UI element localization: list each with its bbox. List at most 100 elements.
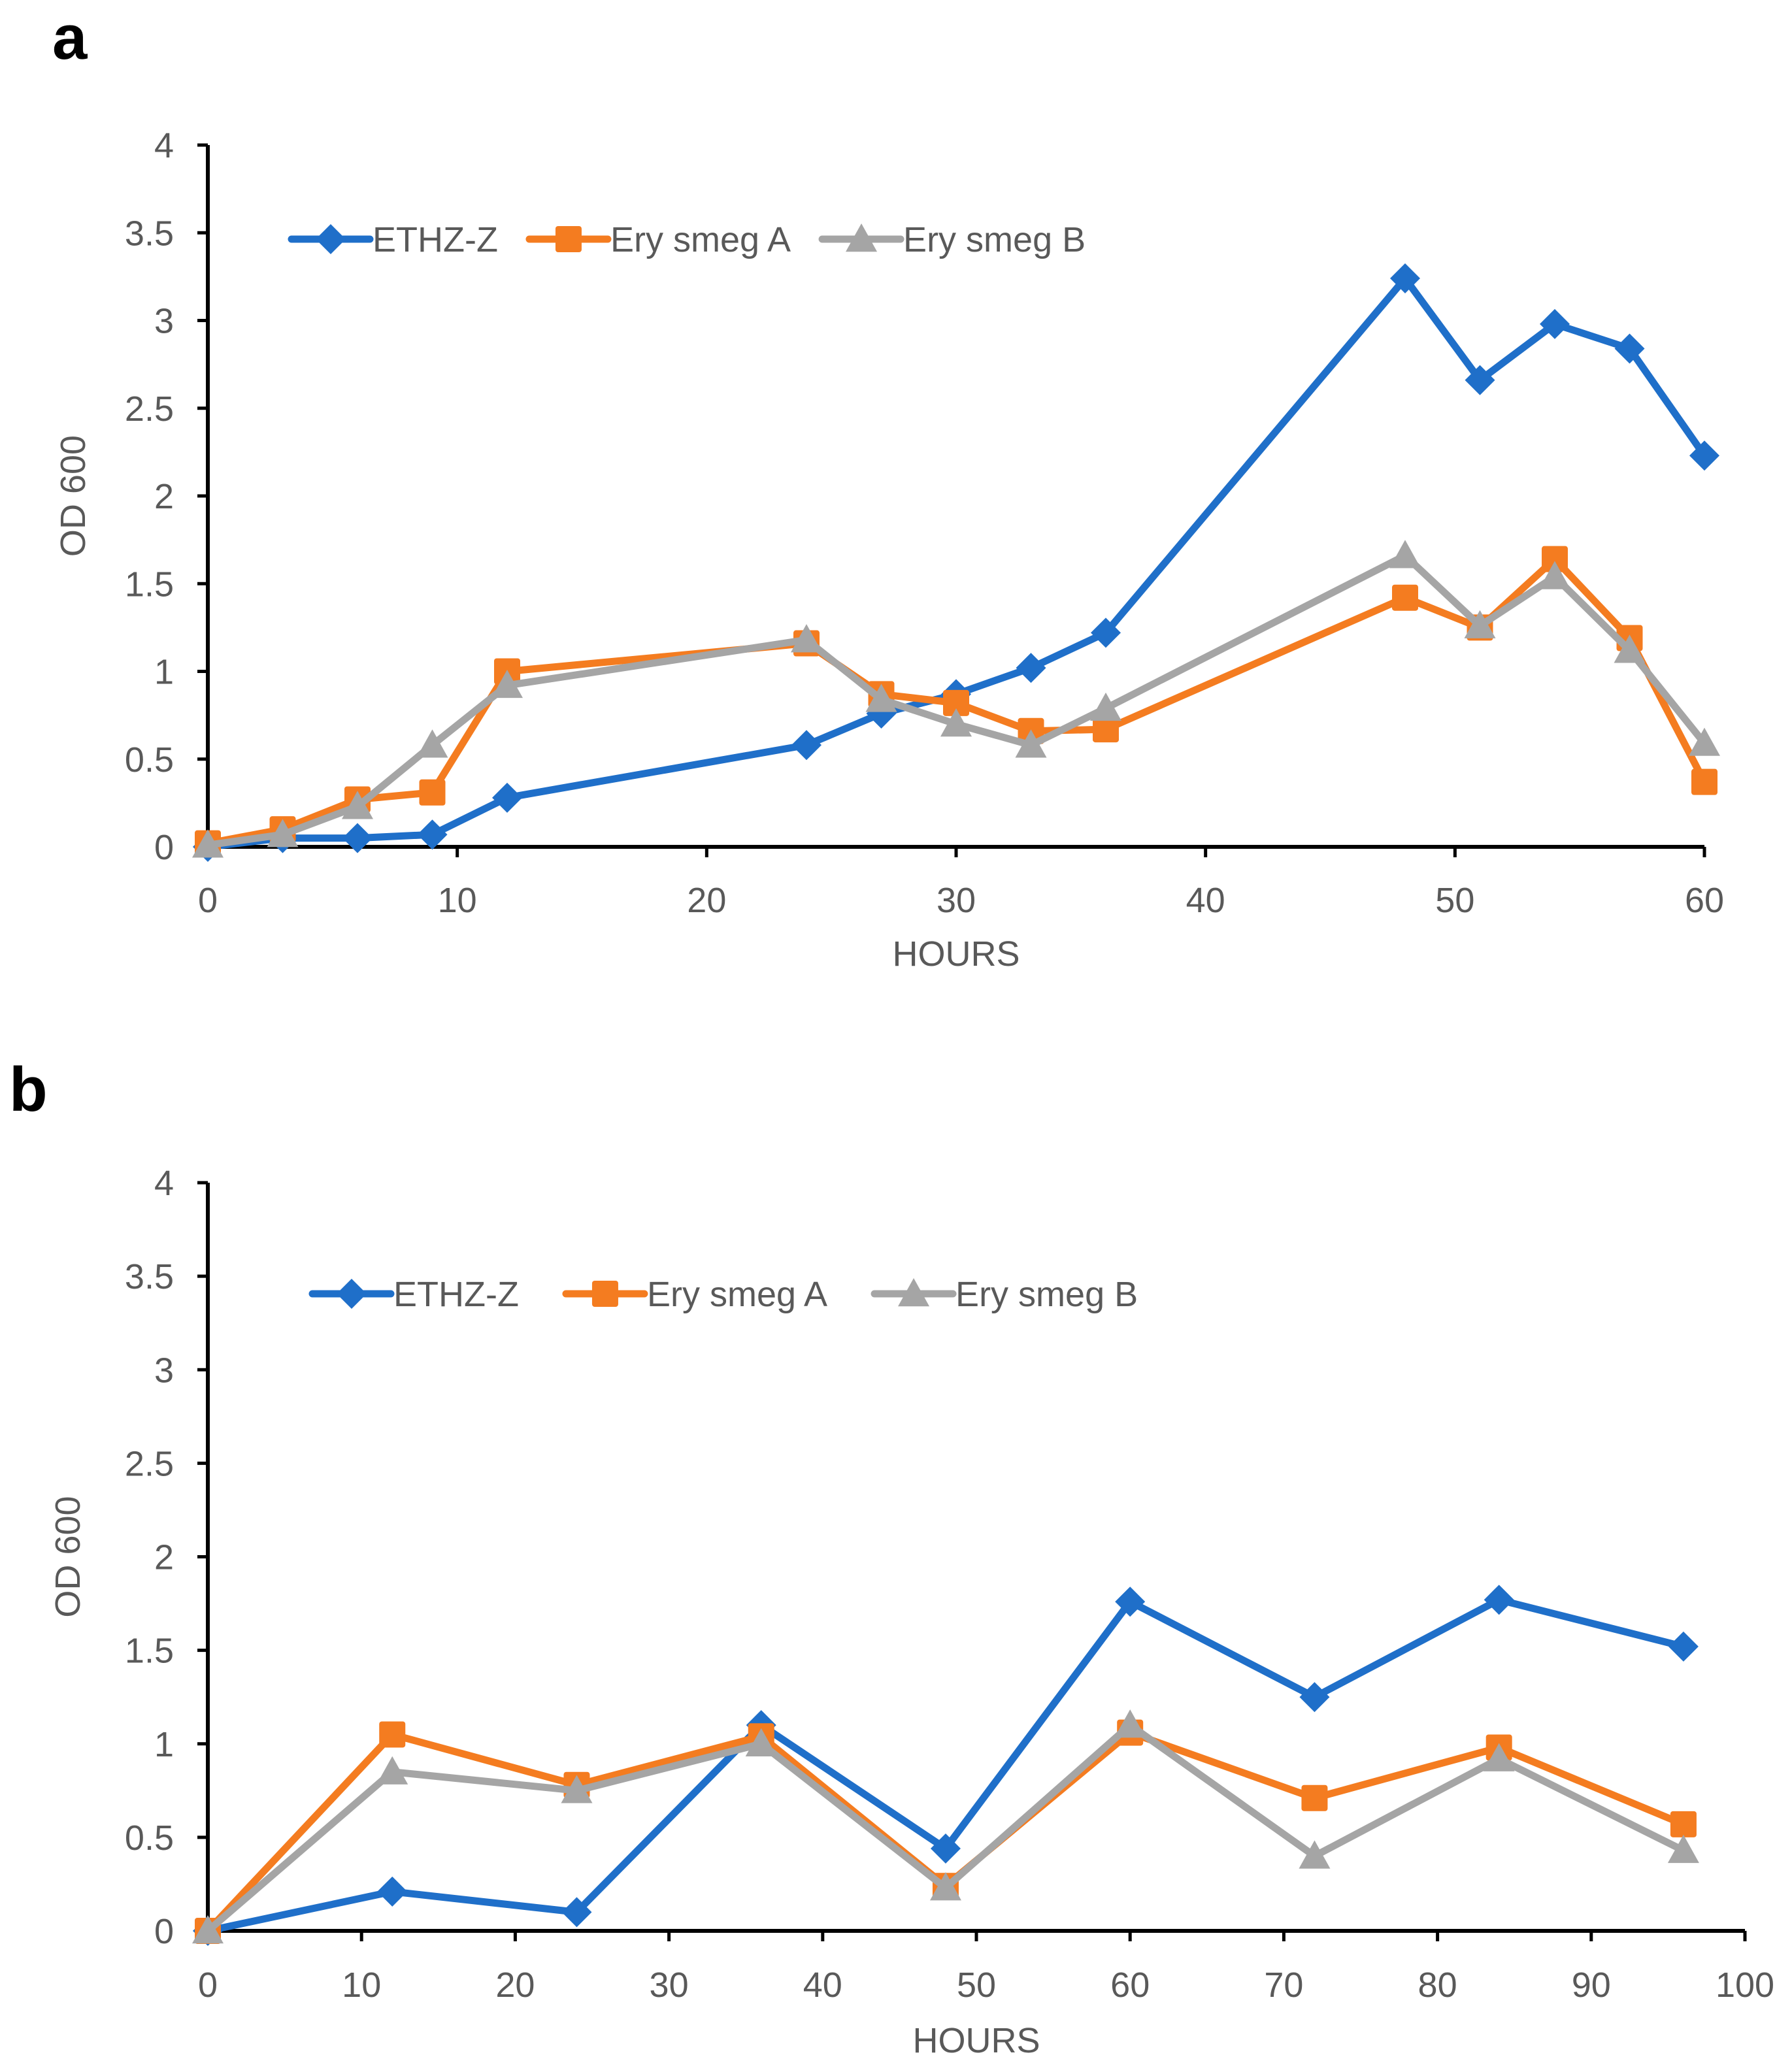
y-tick-label: 0 (154, 828, 174, 867)
legend-swatch-marker (337, 1279, 367, 1309)
data-point (1542, 546, 1568, 572)
data-point (929, 1872, 961, 1901)
data-point (1299, 1840, 1331, 1869)
y-tick-label: 2 (154, 1538, 174, 1577)
x-tick-label: 0 (198, 881, 218, 920)
x-tick-label: 80 (1418, 1965, 1457, 2005)
data-point (1668, 1631, 1699, 1662)
data-point (561, 1897, 592, 1928)
data-point (1115, 1587, 1146, 1617)
x-tick-label: 10 (342, 1965, 381, 2005)
legend-swatch-marker (316, 224, 346, 254)
x-tick-label: 40 (803, 1965, 842, 2005)
data-point (1093, 716, 1119, 743)
x-tick-label: 70 (1264, 1965, 1303, 2005)
legend-label: Ery smeg A (610, 220, 791, 259)
data-point (1016, 653, 1046, 683)
data-point (791, 730, 821, 761)
x-axis-title: HOURS (892, 934, 1020, 974)
data-point (930, 1834, 961, 1864)
data-point (791, 624, 822, 653)
y-tick-label: 1.5 (125, 1632, 174, 1671)
data-point (943, 689, 969, 716)
data-point (1299, 1682, 1330, 1713)
x-tick-label: 50 (1435, 881, 1474, 920)
data-point (1614, 634, 1646, 663)
data-point (1689, 440, 1719, 471)
legend: ETHZ-Z Ery smeg A Ery smeg B (288, 220, 1086, 259)
x-axis-title: HOURS (912, 2021, 1040, 2060)
data-point (1670, 1811, 1697, 1837)
legend-label: ETHZ-Z (393, 1275, 519, 1314)
legend-swatch-marker (898, 1278, 930, 1307)
data-point (1390, 263, 1420, 294)
data-point (1465, 365, 1495, 395)
y-tick-label: 3 (154, 1351, 174, 1390)
panel-letter-b: b (9, 1055, 48, 1125)
series-ery-smeg-a (195, 1719, 1697, 1944)
data-point (1389, 540, 1421, 568)
y-axis-title: OD 600 (54, 435, 93, 557)
data-point (745, 1728, 777, 1756)
x-tick-label: 30 (650, 1965, 689, 2005)
y-tick-label: 4 (154, 126, 174, 165)
data-point (416, 729, 448, 758)
data-point (940, 708, 972, 737)
data-point (1614, 333, 1645, 364)
data-point (1691, 768, 1717, 795)
data-point (561, 1775, 593, 1803)
y-tick-label: 1 (154, 653, 174, 692)
y-tick-label: 3.5 (125, 214, 174, 253)
x-tick-label: 50 (957, 1965, 996, 2005)
data-point (1090, 692, 1121, 721)
legend-swatch-marker (555, 226, 582, 252)
series-ery-smeg-a (195, 546, 1717, 857)
data-point (1392, 584, 1418, 611)
x-tick-label: 0 (198, 1965, 218, 2005)
legend-swatch-marker (591, 1281, 618, 1307)
chart-panel-b: 00.511.522.533.540 10 20 30 40 50 60 70 80 90 100H… (48, 1164, 1774, 2060)
data-point (376, 1756, 408, 1784)
panel-letter-a: a (52, 3, 88, 73)
x-tick-label: 60 (1685, 881, 1724, 920)
data-point (377, 1876, 408, 1907)
data-point (1091, 617, 1121, 648)
y-tick-label: 0.5 (125, 1818, 174, 1858)
y-tick-label: 3.5 (125, 1257, 174, 1296)
x-tick-label: 20 (495, 1965, 535, 2005)
y-tick-label: 2.5 (125, 389, 174, 429)
x-tick-label: 100 (1716, 1965, 1774, 2005)
x-tick-label: 60 (1110, 1965, 1150, 2005)
data-point (1015, 729, 1047, 758)
y-tick-label: 0 (154, 1912, 174, 1951)
data-point (1539, 561, 1570, 589)
data-point (1483, 1743, 1515, 1771)
x-tick-label: 40 (1186, 881, 1225, 920)
data-point (192, 829, 224, 858)
series-line (204, 274, 1708, 851)
legend-label: Ery smeg B (903, 220, 1086, 259)
data-point (1301, 1784, 1328, 1811)
data-point (865, 683, 897, 712)
data-point (417, 819, 448, 850)
series-ery-smeg-b (192, 1709, 1699, 1944)
data-point (1114, 1709, 1146, 1738)
legend-label: ETHZ-Z (373, 220, 498, 259)
data-point (1667, 1834, 1699, 1864)
y-axis-title: OD 600 (48, 1496, 88, 1617)
data-point (1464, 610, 1496, 638)
legend-swatch-marker (846, 223, 878, 252)
data-point (342, 791, 373, 819)
y-tick-label: 0.5 (125, 740, 174, 780)
series-ethz-z (193, 263, 1719, 862)
data-point (1689, 727, 1720, 756)
series-ery-smeg-b (192, 540, 1720, 858)
series-line (204, 1729, 1687, 1935)
data-point (491, 669, 523, 699)
x-tick-label: 90 (1572, 1965, 1611, 2005)
x-tick-label: 20 (687, 881, 726, 920)
data-point (492, 782, 522, 813)
y-tick-label: 2 (154, 477, 174, 516)
